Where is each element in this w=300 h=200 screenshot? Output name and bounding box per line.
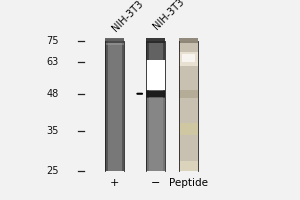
Bar: [106, 41, 123, 171]
Text: 75: 75: [46, 36, 59, 46]
Text: 48: 48: [46, 89, 59, 99]
Text: NIH-3T3: NIH-3T3: [111, 0, 146, 33]
Text: Peptide: Peptide: [169, 178, 208, 188]
Bar: [179, 38, 198, 43]
Bar: [179, 90, 198, 98]
Bar: [146, 91, 165, 97]
Bar: [179, 52, 198, 66]
Bar: [182, 54, 195, 62]
Bar: [179, 41, 198, 171]
Text: −: −: [151, 178, 160, 188]
Bar: [146, 98, 165, 171]
Bar: [179, 123, 198, 135]
Bar: [179, 161, 198, 171]
Bar: [146, 60, 165, 90]
Bar: [105, 41, 124, 171]
Text: NIH-3T3: NIH-3T3: [152, 0, 187, 31]
Text: 25: 25: [46, 166, 59, 176]
Bar: [105, 38, 124, 43]
Text: +: +: [110, 178, 119, 188]
Bar: [146, 41, 165, 171]
Bar: [105, 41, 107, 171]
Bar: [146, 38, 165, 43]
Text: 35: 35: [46, 126, 59, 136]
Bar: [147, 60, 165, 90]
Bar: [146, 41, 149, 171]
Bar: [148, 41, 164, 171]
Text: 63: 63: [46, 57, 59, 67]
Bar: [105, 39, 124, 45]
Bar: [122, 41, 124, 171]
Bar: [163, 41, 165, 171]
